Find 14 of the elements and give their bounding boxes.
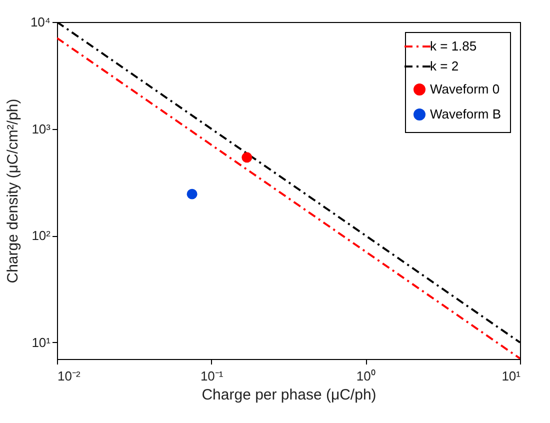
y-axis-title: Charge density (μC/cm²/ph)	[4, 98, 22, 284]
x-axis-title: Charge per phase (μC/ph)	[202, 386, 376, 404]
legend-label: k = 1.85	[430, 38, 477, 54]
x-tick-label: 10⁰	[356, 368, 376, 384]
x-tick-label: 10¹	[502, 368, 522, 384]
legend-label: Waveform B	[430, 106, 502, 122]
x-tick-label: 10⁻¹	[200, 368, 224, 384]
legend-label: Waveform 0	[430, 82, 500, 96]
y-tick-label: 10¹	[32, 334, 52, 350]
y-tick-label: 10²	[32, 228, 52, 244]
x-tick-label: 10⁻²	[58, 368, 81, 384]
legend-label: k = 2	[430, 58, 459, 74]
y-tick-label: 10⁴	[30, 14, 50, 30]
y-tick-label: 10³	[32, 121, 52, 136]
